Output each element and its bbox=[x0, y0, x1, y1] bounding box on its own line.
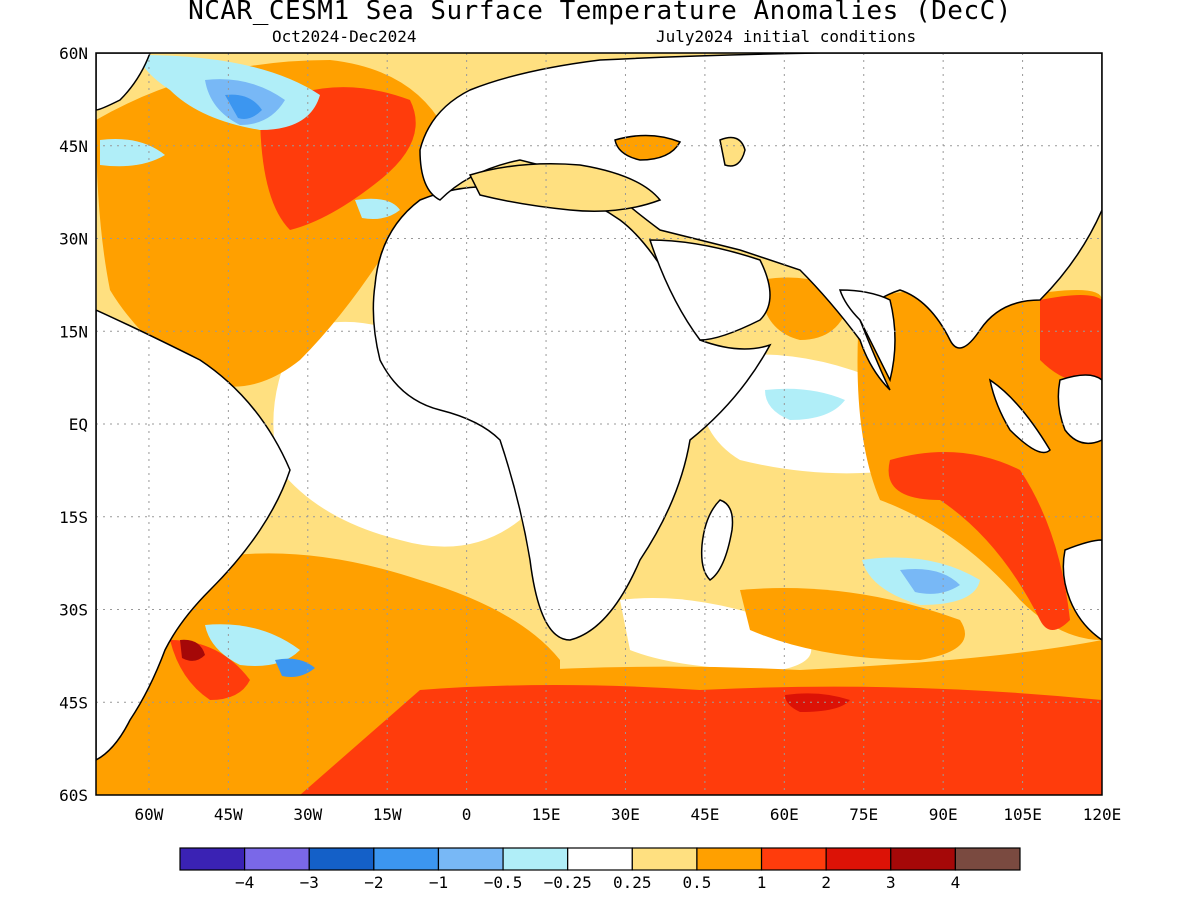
lon-tick-label: 120E bbox=[1083, 805, 1122, 824]
lon-tick-label: 90E bbox=[929, 805, 958, 824]
warm-anomaly bbox=[740, 588, 965, 660]
colorbar-label: 1 bbox=[757, 873, 767, 892]
lon-tick-label: 15E bbox=[532, 805, 561, 824]
lat-tick-label: 45N bbox=[59, 137, 88, 156]
colorbar-swatch bbox=[373, 847, 440, 871]
colorbar-swatch bbox=[244, 847, 310, 871]
colorbar-swatch bbox=[890, 847, 956, 871]
colorbar-label: 0.5 bbox=[682, 873, 711, 892]
lat-tick-label: 30S bbox=[59, 601, 88, 620]
graticule bbox=[96, 53, 1102, 795]
colorbar-label: 2 bbox=[821, 873, 831, 892]
lat-tick-label: 30N bbox=[59, 230, 88, 249]
forecast-period: Oct2024-Dec2024 bbox=[272, 27, 417, 46]
lon-tick-label: 60E bbox=[770, 805, 799, 824]
colorbar-label: −0.5 bbox=[484, 873, 523, 892]
colorbar-label: −3 bbox=[300, 873, 319, 892]
colorbar: −4 −3 −2 −1 −0.5 −0.25 0.25 0.5 1 2 3 4 bbox=[179, 847, 1021, 892]
colorbar-swatch bbox=[954, 847, 1021, 871]
colorbar-label: −0.25 bbox=[544, 873, 592, 892]
strong-warm-anomaly bbox=[1040, 295, 1102, 383]
latitude-labels: 60N 45N 30N 15N EQ 15S 30S 45S 60S bbox=[59, 44, 88, 805]
colorbar-label: −1 bbox=[429, 873, 448, 892]
colorbar-swatch bbox=[308, 847, 375, 871]
lat-tick-label: 15S bbox=[59, 508, 88, 527]
colorbar-swatch bbox=[631, 847, 698, 871]
colorbar-swatch bbox=[179, 847, 246, 871]
colorbar-label: 3 bbox=[886, 873, 896, 892]
landmass bbox=[96, 53, 1102, 761]
colorbar-swatch bbox=[696, 847, 763, 871]
map-title: NCAR_CESM1 Sea Surface Temperature Anoma… bbox=[188, 0, 1012, 26]
lat-tick-label: 60N bbox=[59, 44, 88, 63]
lon-tick-label: 75E bbox=[849, 805, 878, 824]
lon-tick-label: 0 bbox=[462, 805, 472, 824]
lat-tick-label: 60S bbox=[59, 786, 88, 805]
colorbar-swatch bbox=[437, 847, 504, 871]
cool-anomaly bbox=[900, 569, 960, 594]
colorbar-swatch bbox=[825, 847, 892, 871]
lon-tick-label: 105E bbox=[1003, 805, 1042, 824]
lat-tick-label: EQ bbox=[69, 415, 88, 434]
lon-tick-label: 30E bbox=[611, 805, 640, 824]
colorbar-label: 0.25 bbox=[613, 873, 652, 892]
lon-tick-label: 45E bbox=[690, 805, 719, 824]
cool-anomaly bbox=[765, 388, 845, 420]
lat-tick-label: 15N bbox=[59, 322, 88, 341]
longitude-labels: 60W 45W 30W 15W 0 15E 30E 45E 60E 75E 90E 105E 120E bbox=[134, 805, 1121, 824]
strong-warm-anomaly bbox=[300, 685, 1102, 795]
lon-tick-label: 15W bbox=[373, 805, 402, 824]
colorbar-label: 4 bbox=[951, 873, 961, 892]
strong-warm-anomaly bbox=[888, 452, 1070, 630]
lon-tick-label: 30W bbox=[293, 805, 322, 824]
map-frame bbox=[95, 52, 1103, 796]
cool-anomaly bbox=[275, 658, 315, 677]
colorbar-label: −2 bbox=[364, 873, 383, 892]
colorbar-swatch bbox=[567, 847, 633, 871]
colorbar-swatch bbox=[760, 847, 827, 871]
initial-conditions: July2024 initial conditions bbox=[656, 27, 917, 46]
cool-anomaly bbox=[355, 198, 400, 219]
lon-tick-label: 60W bbox=[134, 805, 163, 824]
cool-anomaly bbox=[225, 94, 262, 119]
colorbar-swatch bbox=[502, 847, 569, 871]
colorbar-label: −4 bbox=[235, 873, 254, 892]
lon-tick-label: 45W bbox=[214, 805, 243, 824]
anomaly-field bbox=[96, 53, 1102, 795]
lat-tick-label: 45S bbox=[59, 693, 88, 712]
neutral-zone bbox=[620, 598, 812, 670]
extreme-warm-anomaly bbox=[180, 639, 205, 661]
strong-warm-anomaly bbox=[260, 87, 416, 230]
